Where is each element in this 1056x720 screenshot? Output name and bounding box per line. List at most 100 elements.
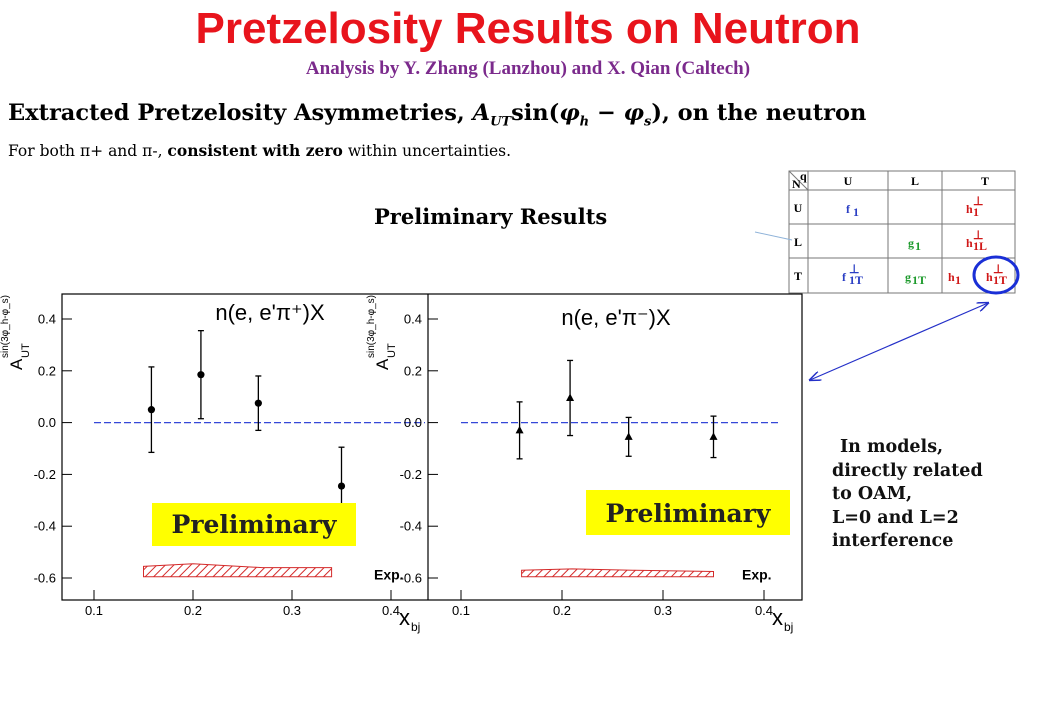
tmd-cell-h1lperp-sup: ⊥ — [973, 228, 983, 242]
tmd-row-l: L — [794, 235, 802, 249]
double-arrow — [810, 303, 988, 380]
y-tick-label: -0.4 — [34, 519, 56, 534]
tmd-col-t: T — [981, 174, 989, 188]
tmd-cell-h1tperp: h 1T ⊥ — [986, 262, 1007, 287]
models-note: In models, directly related to OAM, L=0 … — [832, 436, 983, 554]
y-axis-label: AUT sin(3φ_h-φ_s) — [366, 295, 398, 370]
preliminary-stamp-right-text: Preliminary — [606, 499, 772, 528]
preliminary-stamp-left-text: Preliminary — [172, 510, 338, 539]
heading-phi-s: φ — [623, 100, 645, 126]
tmd-cell-f1tperp-sup: ⊥ — [849, 262, 859, 276]
x-tick-label: 0.1 — [85, 603, 103, 618]
tmd-row-u: U — [794, 201, 803, 215]
summary-bold: consistent with zero — [167, 141, 343, 160]
tmd-col-l: L — [911, 174, 919, 188]
tmd-cell-f1-sub: 1 — [853, 205, 859, 219]
data-point — [197, 371, 205, 379]
heading-ut: UT — [490, 114, 512, 130]
tmd-corner-n: N — [792, 177, 801, 191]
data-point — [254, 399, 262, 407]
x-tick-label: 0.4 — [755, 603, 773, 618]
y-axis-label-sup: sin(3φ_h-φ_s) — [366, 295, 377, 358]
y-axis-label-main: A — [7, 358, 26, 370]
tmd-row-t: T — [794, 269, 802, 283]
x-tick-label: 0.4 — [382, 603, 400, 618]
x-tick-label: 0.1 — [452, 603, 470, 618]
page-title: Pretzelosity Results on Neutron — [195, 4, 861, 53]
y-tick-label: -0.2 — [34, 467, 56, 482]
slide-heading: Extracted Pretzelosity Asymmetries, AUTs… — [8, 100, 866, 130]
y-tick-label: 0.2 — [404, 363, 422, 378]
heading-phi-h: φ — [559, 100, 580, 126]
heading-close: ), — [651, 100, 670, 126]
tmd-corner-diagonal — [788, 170, 809, 191]
y-axis-label-main: A — [373, 358, 392, 370]
tmd-cell-f1-letter: f — [846, 202, 851, 216]
y-axis-label-sub: UT — [386, 343, 398, 358]
callout-line — [754, 231, 793, 241]
heading-h: h — [579, 114, 590, 130]
y-axis-label-sup: sin(3φ_h-φ_s) — [0, 295, 11, 358]
x-tick-label: 0.2 — [553, 603, 571, 618]
tmd-cell-h1tperp-letter: h — [986, 270, 993, 284]
tmd-cell-h1tperp-sub: 1T — [993, 273, 1007, 287]
summary-line: For both π+ and π-, consistent with zero… — [8, 141, 511, 160]
y-tick-label: -0.2 — [400, 467, 422, 482]
models-note-line: to OAM, — [832, 484, 913, 504]
y-tick-label: 0.4 — [404, 312, 422, 327]
y-tick-label: -0.4 — [400, 519, 422, 534]
tmd-cell-g1t-letter: g — [905, 270, 911, 284]
heading-prefix: Extracted Pretzelosity Asymmetries, — [8, 100, 473, 126]
x-axis-label-sub: bj — [411, 620, 420, 634]
systematic-error-band — [143, 563, 333, 578]
tmd-cell-h1perp: h 1 ⊥ — [966, 194, 983, 219]
tmd-cell-h1-letter: h — [948, 270, 955, 284]
tmd-cell-g1-letter: g — [908, 236, 914, 250]
tmd-cell-h1: h 1 — [948, 270, 961, 287]
preliminary-stamp-right — [586, 490, 790, 535]
x-tick-label: 0.3 — [654, 603, 672, 618]
y-tick-label: 0.0 — [38, 415, 56, 430]
plot-title: n(e, e'π⁺)X — [215, 300, 325, 325]
data-point — [566, 393, 575, 401]
tmd-table: N q U L T U L T f 1 h 1 ⊥ g 1 h 1L ⊥ f 1… — [788, 169, 1020, 295]
tmd-cell-g1-sub: 1 — [915, 239, 921, 253]
tmd-cell-g1t-sub: 1T — [912, 273, 926, 287]
y-axis-label: AUT sin(3φ_h-φ_s) — [0, 295, 32, 370]
systematic-band-label: Exp. — [742, 567, 772, 583]
tmd-cell-f1tperp-sub: 1T — [849, 273, 863, 287]
pi-minus-panel: 0.40.20.0-0.2-0.4-0.60.1 0.2 0.3 0.4x bjAUTs… — [366, 295, 793, 634]
x-tick-label: 0.2 — [184, 603, 202, 618]
tmd-cell-f1tperp-letter: f — [842, 270, 847, 284]
y-tick-label: 0.4 — [38, 312, 56, 327]
tmd-cell-h1perp-sup: ⊥ — [973, 194, 983, 208]
y-tick-label: -0.6 — [400, 571, 422, 586]
y-tick-label: 0.0 — [404, 415, 422, 430]
tmd-cell-h1-sub: 1 — [955, 273, 961, 287]
tmd-cell-h1lperp: h 1L ⊥ — [966, 228, 987, 253]
systematic-band-label: Exp. — [374, 567, 404, 583]
x-tick-label: 0.3 — [283, 603, 301, 618]
data-point — [337, 482, 346, 490]
data-point — [624, 432, 633, 440]
models-note-line: In models, — [840, 437, 944, 457]
tmd-cell-h1perp-letter: h — [966, 202, 973, 216]
heading-sin: sin( — [511, 100, 560, 126]
x-axis-label: x — [772, 605, 783, 630]
preliminary-stamp-left — [152, 503, 356, 546]
data-point — [709, 432, 718, 440]
tmd-cell-g1t: g 1T — [905, 270, 926, 287]
plot-frame — [61, 293, 803, 601]
tmd-cell-h1tperp-sup: ⊥ — [993, 262, 1003, 276]
tmd-cell-f1tperp: f 1T ⊥ — [842, 262, 863, 287]
heading-a: A — [472, 100, 491, 126]
x-axis-label-sub: bj — [784, 620, 793, 634]
preliminary-results-heading: Preliminary Results — [374, 204, 608, 229]
heading-minus: − — [589, 100, 624, 126]
pretzelosity-highlight-ellipse — [972, 255, 1020, 295]
y-axis-label-sub: UT — [20, 343, 32, 358]
tmd-table-frame — [788, 170, 1016, 294]
tmd-cell-g1: g 1 — [908, 236, 921, 253]
tmd-cell-h1lperp-sub: 1L — [973, 239, 987, 253]
pi-plus-panel: 0.40.20.0-0.2-0.4-0.60.1 0.2 0.3 0.4x bjAUTs… — [0, 295, 425, 634]
